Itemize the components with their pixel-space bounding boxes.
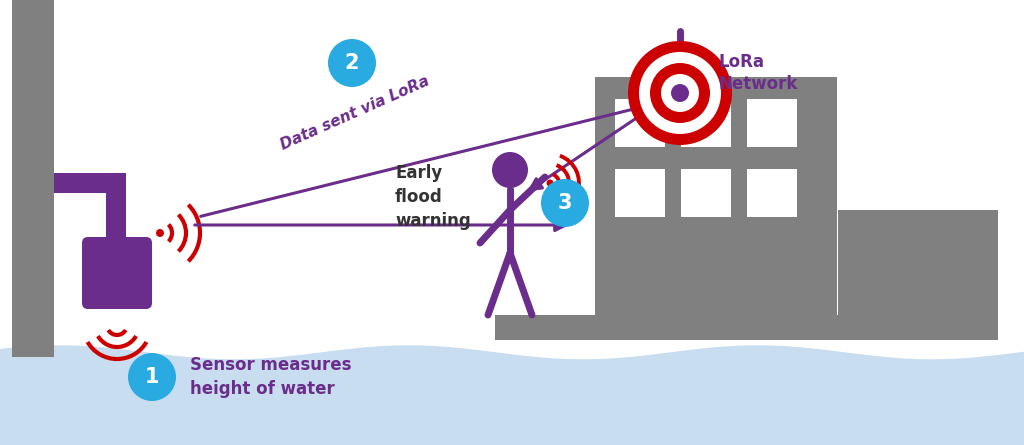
FancyBboxPatch shape [615,99,665,147]
Text: LoRa
Network: LoRa Network [718,53,798,93]
Circle shape [328,39,376,87]
Circle shape [128,353,176,401]
Circle shape [547,179,554,186]
Text: Early
flood
warning: Early flood warning [395,164,471,230]
FancyBboxPatch shape [12,0,54,357]
Circle shape [492,152,528,188]
Text: 3: 3 [558,193,572,213]
Circle shape [639,52,721,134]
FancyBboxPatch shape [495,315,985,340]
Text: 2: 2 [345,53,359,73]
FancyBboxPatch shape [838,210,998,340]
FancyBboxPatch shape [82,237,152,309]
FancyBboxPatch shape [106,173,126,263]
Text: 1: 1 [144,367,160,387]
FancyBboxPatch shape [681,99,731,147]
Text: Data sent via LoRa: Data sent via LoRa [279,73,432,153]
Circle shape [156,229,164,237]
Circle shape [662,74,699,112]
FancyBboxPatch shape [595,77,837,317]
Circle shape [541,179,589,227]
Circle shape [671,84,689,102]
Text: Sensor measures
height of water: Sensor measures height of water [190,356,351,398]
Circle shape [650,63,710,123]
Circle shape [628,41,732,145]
FancyBboxPatch shape [681,169,731,217]
FancyBboxPatch shape [746,99,797,147]
FancyBboxPatch shape [615,169,665,217]
FancyBboxPatch shape [746,169,797,217]
FancyBboxPatch shape [54,173,126,193]
